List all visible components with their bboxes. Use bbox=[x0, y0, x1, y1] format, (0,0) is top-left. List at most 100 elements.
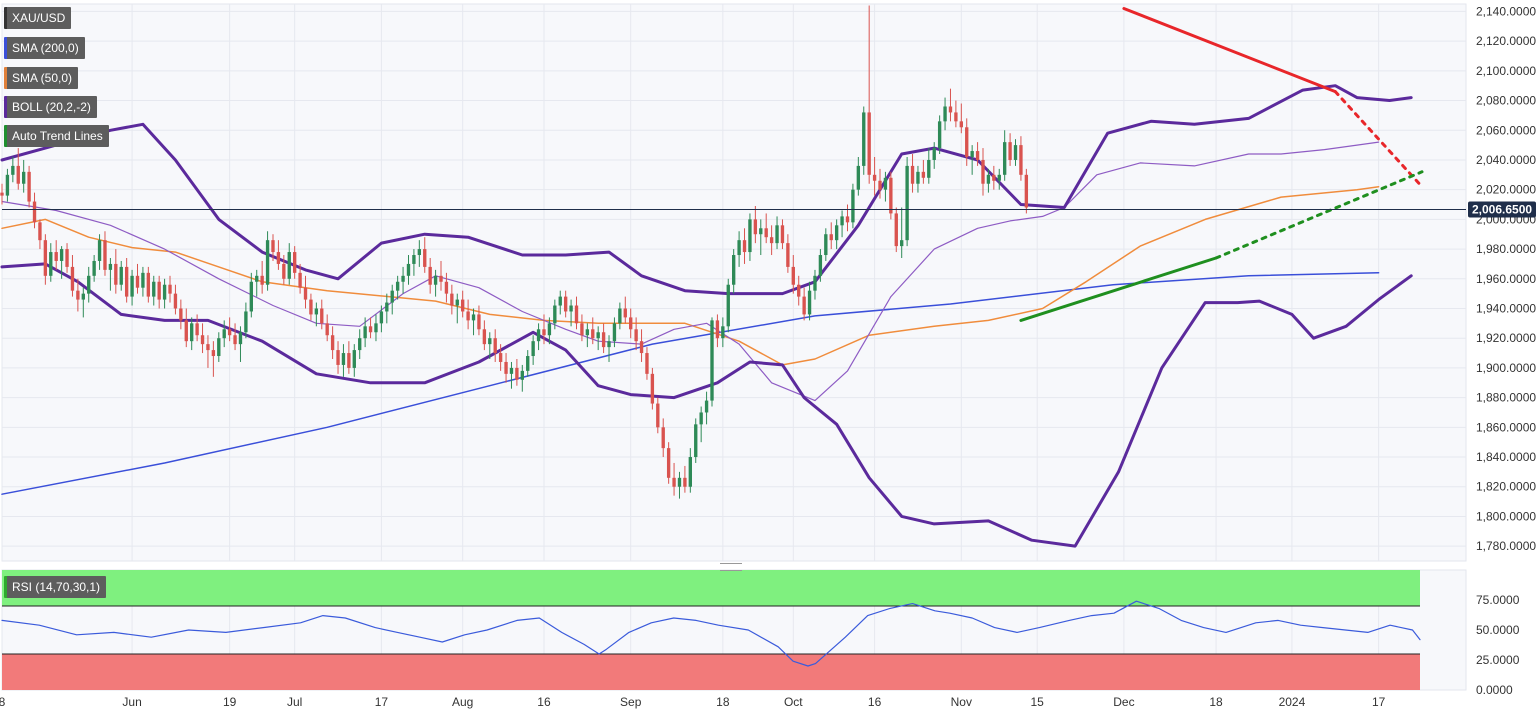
candle-body bbox=[975, 151, 980, 160]
candle-body bbox=[135, 275, 140, 288]
candle-body bbox=[748, 219, 752, 253]
legend-sma50-label: SMA (50,0) bbox=[12, 71, 73, 85]
candle-body bbox=[190, 323, 194, 342]
bollinger-middle-line bbox=[1, 141, 1380, 402]
candle-body bbox=[119, 266, 123, 285]
candle-body bbox=[666, 448, 671, 478]
legend-sma200[interactable]: SMA (200,0) bbox=[4, 37, 85, 59]
candle-body bbox=[569, 305, 573, 312]
candle-body bbox=[217, 338, 221, 357]
candle-body bbox=[959, 121, 963, 128]
candle-body bbox=[287, 252, 291, 279]
candle-body bbox=[764, 228, 768, 238]
candle-body bbox=[905, 165, 909, 241]
candle-body bbox=[444, 281, 449, 294]
last-price-label: 2,006.6500 bbox=[1472, 202, 1532, 216]
candle-body bbox=[1019, 145, 1023, 175]
legend-boll-label: BOLL (20,2,-2) bbox=[12, 100, 91, 114]
candle-body bbox=[450, 293, 454, 306]
candle-body bbox=[1002, 142, 1007, 175]
candle-body bbox=[970, 151, 974, 157]
candle-body bbox=[466, 311, 470, 321]
candle-body bbox=[358, 338, 362, 351]
sma50-line bbox=[1, 185, 1380, 366]
price-tick-label: 2,020.0000 bbox=[1476, 183, 1536, 197]
candle-body bbox=[390, 290, 394, 303]
candle-body bbox=[406, 263, 411, 276]
candle-body bbox=[753, 219, 758, 235]
legend-xauusd-label: XAU/USD bbox=[12, 11, 66, 25]
candle-body bbox=[937, 121, 942, 149]
candle-body bbox=[76, 290, 80, 300]
candle-body bbox=[173, 293, 178, 309]
candle-body bbox=[791, 266, 795, 285]
candle-body bbox=[921, 171, 926, 178]
candle-body bbox=[49, 252, 53, 276]
rsi-tick-label: 75.0000 bbox=[1476, 593, 1520, 607]
candle-body bbox=[146, 272, 151, 297]
price-tick-label: 1,960.0000 bbox=[1476, 272, 1536, 286]
candle-body bbox=[1013, 145, 1018, 160]
candle-body bbox=[222, 329, 226, 339]
legend-auto-trend-lines[interactable]: Auto Trend Lines bbox=[4, 125, 109, 147]
price-tick-label: 1,820.0000 bbox=[1476, 480, 1536, 494]
rsi-tick-label: 50.0000 bbox=[1476, 623, 1520, 637]
candle-body bbox=[699, 412, 703, 425]
price-tick-label: 1,940.0000 bbox=[1476, 301, 1536, 315]
candle-body bbox=[634, 329, 638, 342]
legend-xauusd[interactable]: XAU/USD bbox=[4, 7, 72, 29]
candle-body bbox=[152, 281, 156, 297]
candle-body bbox=[704, 400, 709, 413]
candle-body bbox=[482, 329, 487, 345]
x-tick-label: 16 bbox=[868, 695, 882, 709]
candle-body bbox=[916, 171, 920, 184]
candle-body bbox=[0, 192, 4, 196]
x-tick-label: 18 bbox=[716, 695, 730, 709]
candle-body bbox=[179, 308, 183, 321]
legend-rsi[interactable]: RSI (14,70,30,1) bbox=[4, 576, 107, 598]
price-tick-label: 1,780.0000 bbox=[1476, 539, 1536, 553]
candle-body bbox=[878, 180, 882, 190]
candle-body bbox=[509, 367, 514, 374]
candle-body bbox=[130, 275, 134, 297]
candle-body bbox=[195, 323, 199, 336]
price-tick-label: 1,980.0000 bbox=[1476, 242, 1536, 256]
legend-sma50[interactable]: SMA (50,0) bbox=[4, 67, 79, 89]
candle-body bbox=[558, 296, 562, 306]
candle-body bbox=[737, 240, 741, 256]
candle-body bbox=[656, 403, 660, 428]
candle-body bbox=[211, 350, 216, 357]
legend-boll[interactable]: BOLL (20,2,-2) bbox=[4, 96, 97, 118]
candle-body bbox=[867, 112, 871, 175]
candle-body bbox=[303, 287, 308, 300]
candle-body bbox=[645, 353, 649, 374]
candle-body bbox=[184, 320, 188, 342]
candle-body bbox=[553, 305, 557, 324]
x-tick-label: Nov bbox=[951, 695, 972, 709]
trend-line-resistance-projection bbox=[1333, 90, 1424, 189]
candle-body bbox=[271, 240, 275, 253]
pane-splitter-handle[interactable] bbox=[720, 563, 742, 571]
candle-body bbox=[97, 240, 102, 261]
x-tick-label: Jun bbox=[122, 695, 141, 709]
trend-line-support-projection bbox=[1214, 170, 1424, 260]
candle-body bbox=[244, 311, 248, 333]
price-tick-label: 1,860.0000 bbox=[1476, 420, 1536, 434]
bollinger-lower-band bbox=[0, 262, 1413, 548]
candle-body bbox=[585, 329, 590, 336]
candle-body bbox=[54, 252, 58, 261]
candle-body bbox=[775, 225, 779, 244]
candle-body bbox=[341, 353, 346, 365]
price-tick-label: 2,140.0000 bbox=[1476, 4, 1536, 18]
candle-body bbox=[124, 266, 129, 297]
candle-body bbox=[894, 213, 898, 247]
candle-body bbox=[336, 350, 340, 365]
candle-body bbox=[206, 344, 210, 351]
candle-body bbox=[927, 159, 931, 178]
candle-body bbox=[932, 148, 936, 160]
candle-body bbox=[162, 284, 167, 300]
candle-body bbox=[255, 275, 259, 282]
rsi-oversold-zone bbox=[2, 654, 1420, 690]
candle-body bbox=[282, 263, 286, 279]
